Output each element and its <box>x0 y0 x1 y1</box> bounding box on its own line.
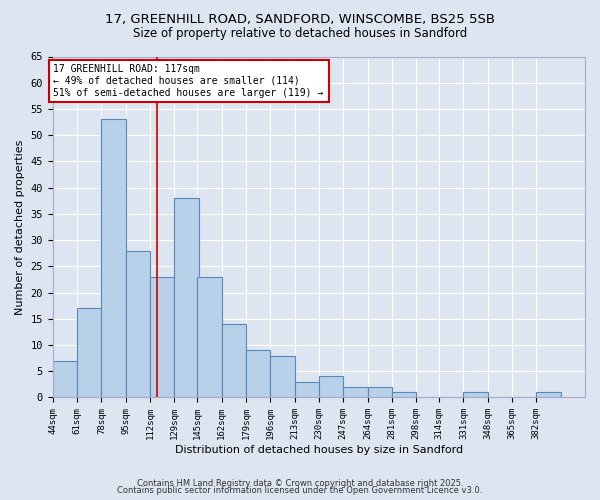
Bar <box>463 392 488 398</box>
Text: 17, GREENHILL ROAD, SANDFORD, WINSCOMBE, BS25 5SB: 17, GREENHILL ROAD, SANDFORD, WINSCOMBE,… <box>105 12 495 26</box>
Bar <box>270 356 295 398</box>
Y-axis label: Number of detached properties: Number of detached properties <box>15 140 25 314</box>
Text: 17 GREENHILL ROAD: 117sqm
← 49% of detached houses are smaller (114)
51% of semi: 17 GREENHILL ROAD: 117sqm ← 49% of detac… <box>53 64 324 98</box>
Bar <box>295 382 319 398</box>
Bar <box>175 198 199 398</box>
Bar <box>368 387 392 398</box>
Bar <box>221 324 246 398</box>
Bar <box>246 350 270 398</box>
Bar <box>197 277 221 398</box>
Text: Size of property relative to detached houses in Sandford: Size of property relative to detached ho… <box>133 28 467 40</box>
Bar <box>319 376 343 398</box>
Bar <box>150 277 175 398</box>
Bar <box>343 387 368 398</box>
Bar <box>126 250 150 398</box>
X-axis label: Distribution of detached houses by size in Sandford: Distribution of detached houses by size … <box>175 445 463 455</box>
Text: Contains public sector information licensed under the Open Government Licence v3: Contains public sector information licen… <box>118 486 482 495</box>
Bar <box>77 308 101 398</box>
Bar <box>101 120 126 398</box>
Text: Contains HM Land Registry data © Crown copyright and database right 2025.: Contains HM Land Registry data © Crown c… <box>137 478 463 488</box>
Bar <box>53 361 77 398</box>
Bar <box>536 392 560 398</box>
Bar <box>392 392 416 398</box>
